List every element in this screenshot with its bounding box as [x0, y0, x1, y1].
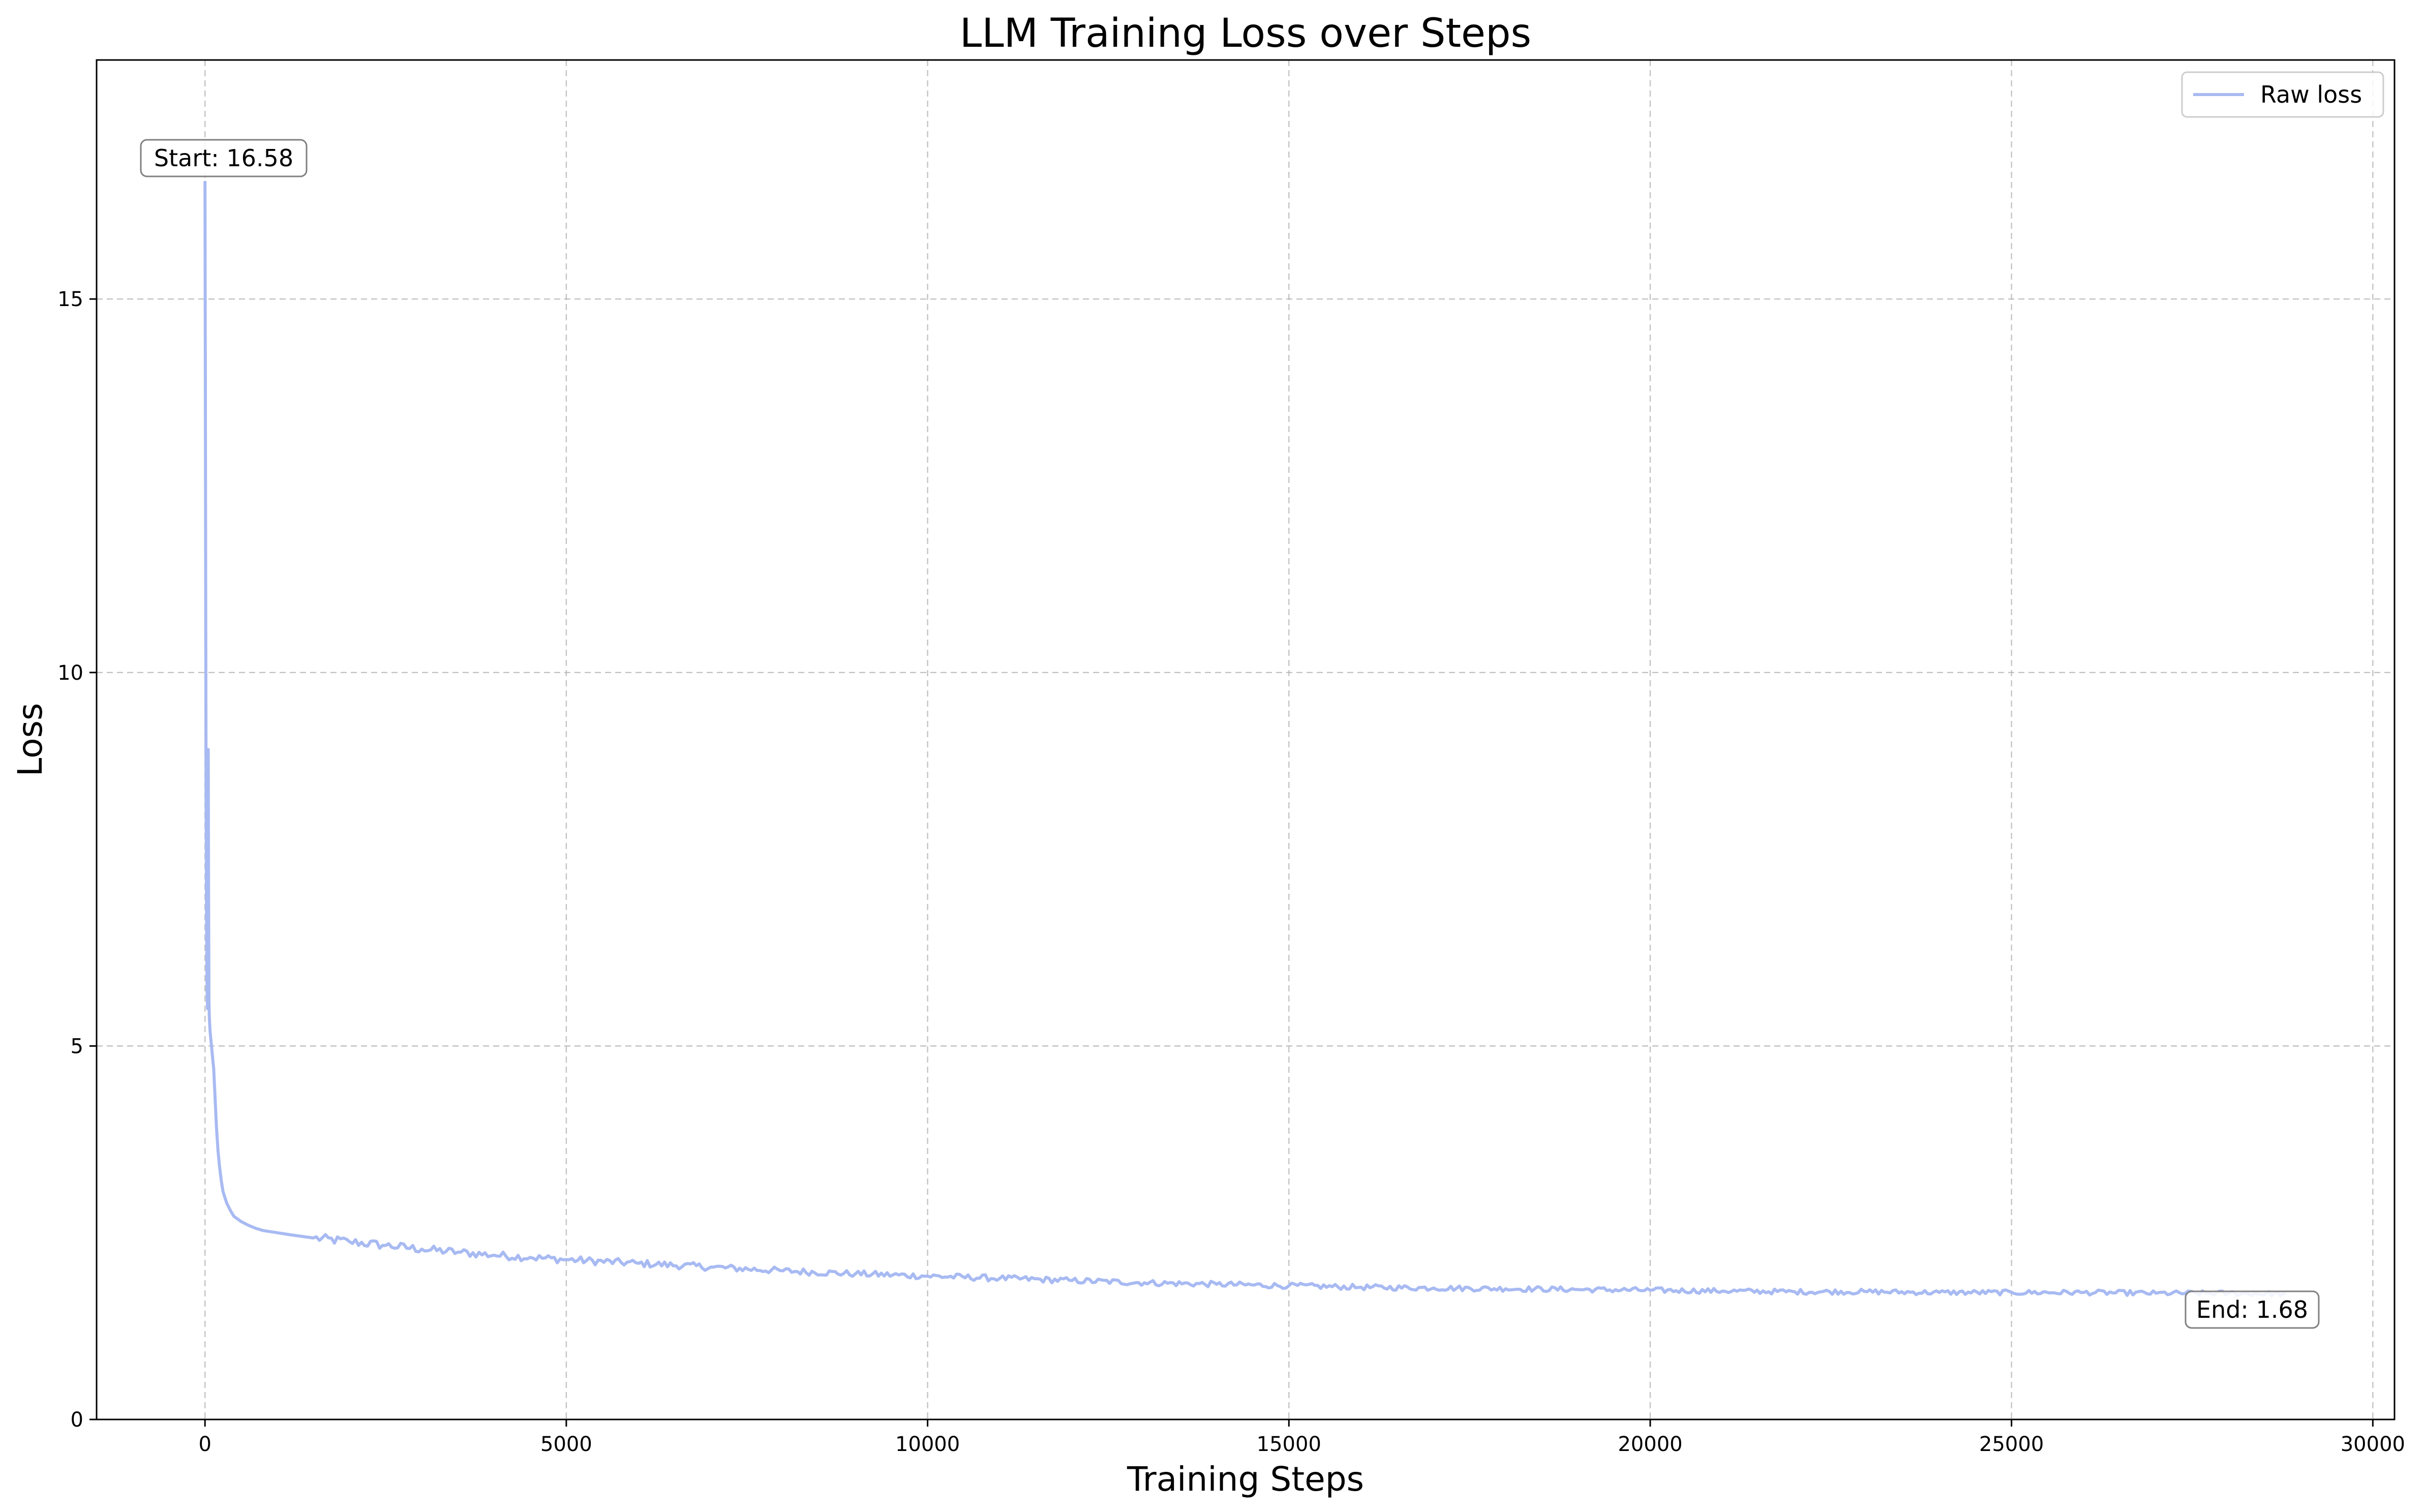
chart-title: LLM Training Loss over Steps	[960, 11, 1531, 56]
x-tick-label: 0	[198, 1433, 211, 1456]
series-layer	[203, 180, 2287, 1298]
y-tick-label: 5	[71, 1035, 83, 1058]
annotation-end: End: 1.68	[2185, 1290, 2320, 1329]
legend: Raw loss	[2181, 71, 2384, 118]
y-tick-label: 15	[57, 288, 83, 311]
legend-box	[2181, 71, 2384, 118]
x-tick-label: 20000	[1618, 1433, 1682, 1456]
series-line-raw-loss	[203, 180, 2287, 1298]
ticks: 0 5000 10000 15000 20000 25000 30000 0 5 10 15	[57, 288, 2405, 1456]
annotation-box	[140, 139, 308, 177]
legend-label: Raw loss	[2260, 81, 2362, 108]
x-axis-label: Training Steps	[1127, 1460, 1364, 1499]
axes-frame	[96, 59, 2396, 1420]
annotation-box	[2185, 1290, 2320, 1329]
y-tick-label: 10	[57, 661, 83, 685]
x-tick-label: 15000	[1257, 1433, 1321, 1456]
y-tick-label: 0	[71, 1408, 83, 1432]
annotation-text: Start: 16.58	[154, 144, 293, 172]
annotation-start: Start: 16.58	[140, 139, 308, 177]
x-tick-label: 5000	[540, 1433, 592, 1456]
annotations: Start: 16.58 End: 1.68	[140, 139, 2320, 1329]
x-tick-label: 10000	[895, 1433, 960, 1456]
annotation-text: End: 1.68	[2196, 1296, 2308, 1323]
y-axis-label: Loss	[11, 703, 50, 777]
x-tick-label: 25000	[1979, 1433, 2044, 1456]
x-tick-label: 30000	[2341, 1433, 2405, 1456]
